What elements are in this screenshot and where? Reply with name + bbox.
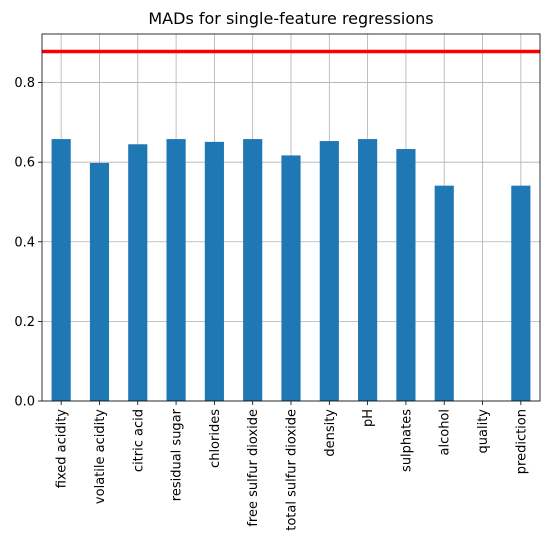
- x-tick-label: pH: [361, 409, 376, 427]
- bar: [319, 141, 339, 402]
- x-tick-label: density: [323, 409, 338, 457]
- y-tick-label: 0.6: [14, 156, 35, 171]
- bar: [166, 139, 186, 401]
- bar: [89, 162, 110, 401]
- x-tick-label: residual sugar: [170, 408, 185, 501]
- x-tick-label: citric acid: [131, 409, 146, 472]
- chart-title: MADs for single-feature regressions: [148, 9, 433, 28]
- x-tick-label: free sulfur dioxide: [246, 409, 261, 527]
- y-tick-label: 0.4: [14, 235, 35, 250]
- x-tick-label: chlorides: [208, 409, 223, 468]
- bar: [51, 139, 71, 401]
- x-tick-label: volatile acidity: [93, 409, 108, 504]
- y-axis-ticks: 0.0 0.2 0.4 0.6 0.8: [14, 76, 42, 410]
- y-tick-label: 0.2: [14, 315, 35, 330]
- x-tick-label: alcohol: [438, 409, 453, 455]
- y-tick-label: 0.0: [14, 395, 35, 410]
- x-tick-label: sulphates: [399, 409, 414, 472]
- x-tick-label: prediction: [514, 409, 529, 474]
- bars: [51, 139, 531, 402]
- bar: [396, 149, 416, 401]
- bar: [281, 155, 301, 401]
- bar: [511, 185, 531, 401]
- x-axis-ticks: fixed acidity volatile acidity citric acid…: [55, 401, 529, 531]
- bar: [434, 185, 454, 401]
- bar: [358, 139, 378, 401]
- bar: [204, 141, 224, 402]
- y-tick-label: 0.8: [14, 76, 35, 91]
- x-tick-label: fixed acidity: [55, 409, 70, 489]
- x-tick-label: total sulfur dioxide: [285, 409, 300, 531]
- bar: [128, 144, 148, 401]
- bar: [243, 139, 263, 401]
- x-tick-label: quality: [476, 409, 491, 454]
